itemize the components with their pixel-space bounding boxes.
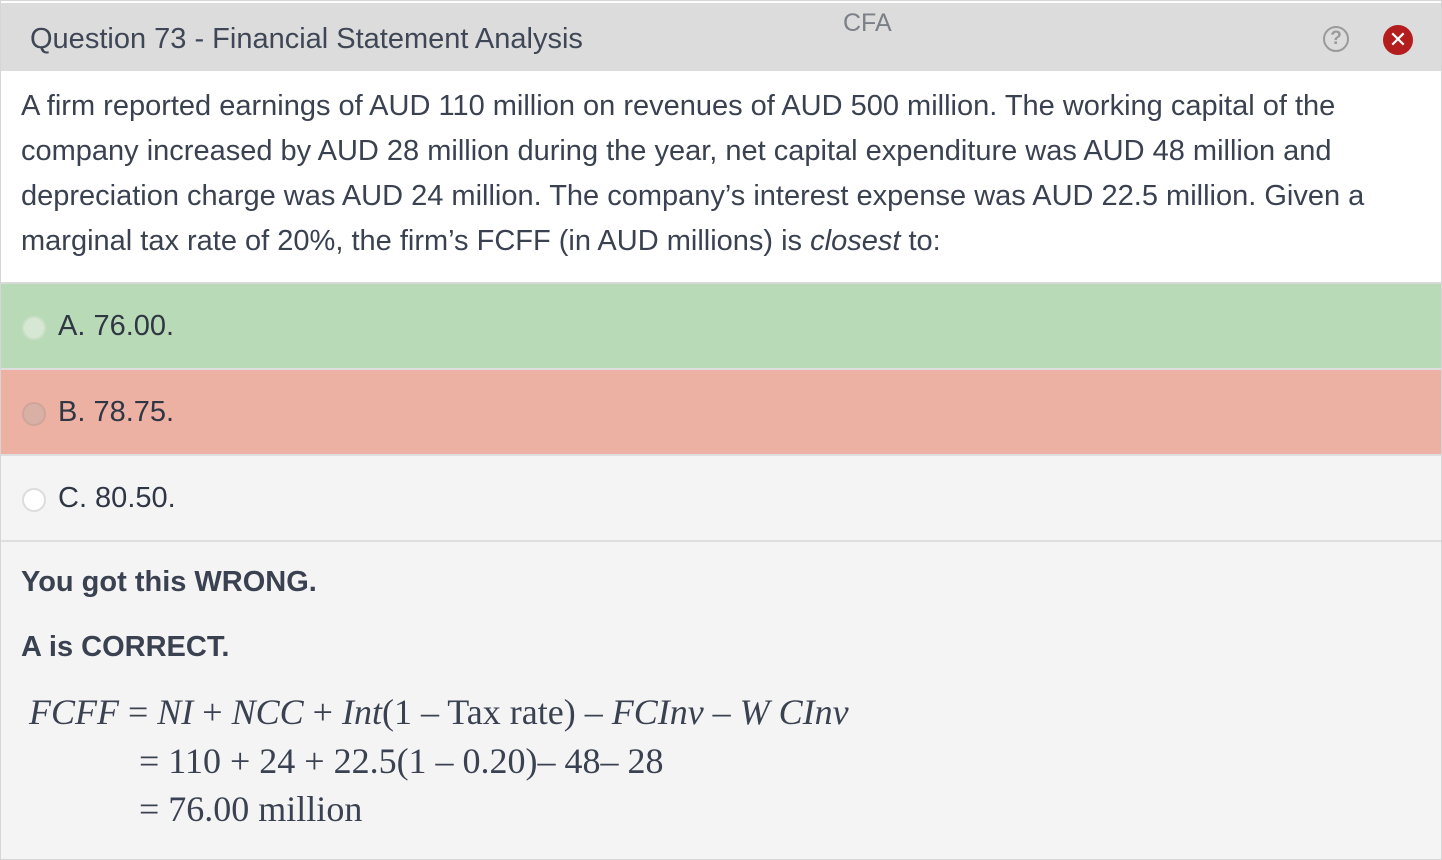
formula-equals: = (118, 692, 158, 732)
formula-plus-2: + (303, 692, 342, 732)
formula-fcff: FCFF (29, 692, 119, 732)
formula-plus-1: + (193, 692, 232, 732)
option-a-label: A. 76.00. (58, 310, 175, 342)
formula-line-3: = 76.00 million (139, 789, 363, 829)
title-bar: Question 73 - Financial Statement Analys… (1, 1, 1441, 71)
exam-tag: CFA (843, 9, 892, 37)
option-a-radio[interactable] (22, 316, 46, 340)
question-text: A firm reported earnings of AUD 110 mill… (1, 71, 1441, 284)
question-tail: to: (900, 225, 941, 257)
option-b[interactable]: B. 78.75. (1, 370, 1441, 456)
formula-line-1: FCFF = NI + NCC + Int(1 – Tax rate) – FC… (29, 691, 849, 733)
option-c-radio[interactable] (22, 488, 46, 512)
option-b-label: B. 78.75. (58, 396, 175, 428)
option-c[interactable]: C. 80.50. (1, 456, 1441, 542)
question-emphasis: closest (810, 225, 901, 257)
help-circle-icon[interactable]: ? (1323, 26, 1349, 52)
correct-answer-message: A is CORRECT. (21, 631, 230, 663)
option-c-label: C. 80.50. (58, 482, 176, 514)
question-title: Question 73 - Financial Statement Analys… (30, 23, 583, 55)
option-b-radio[interactable] (22, 402, 46, 426)
formula-int: Int (341, 692, 382, 732)
option-a[interactable]: A. 76.00. (1, 284, 1441, 370)
close-circle-icon[interactable]: ✕ (1383, 25, 1413, 55)
formula-minus: – (703, 692, 740, 732)
formula-tax-term: (1 – Tax rate) – (381, 692, 612, 732)
formula-line-2: = 110 + 24 + 22.5(1 – 0.20)– 48– 28 (139, 741, 664, 781)
formula-fcinv: FCInv (611, 692, 704, 732)
formula-wcinv: W CInv (739, 692, 849, 732)
formula-ncc: NCC (231, 692, 304, 732)
result-message: You got this WRONG. (21, 566, 317, 598)
question-body: A firm reported earnings of AUD 110 mill… (21, 90, 1365, 257)
formula-ni: NI (157, 692, 194, 732)
